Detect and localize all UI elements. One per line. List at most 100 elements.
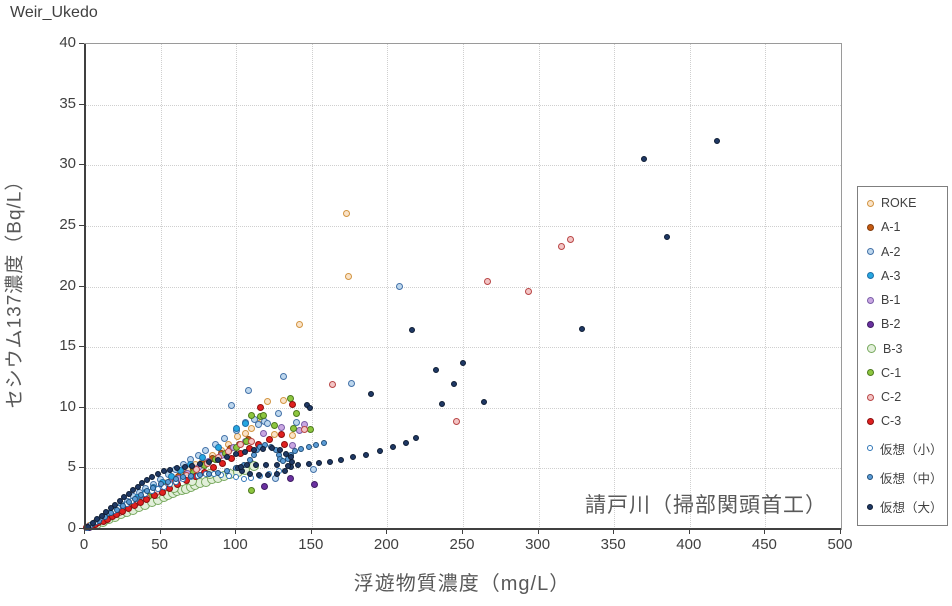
data-point	[290, 424, 298, 432]
legend-marker-icon	[867, 417, 874, 425]
data-point	[313, 442, 320, 449]
data-point	[233, 451, 240, 458]
data-point	[288, 400, 296, 408]
data-point	[107, 505, 114, 512]
legend-marker-icon	[867, 223, 874, 231]
y-tick-label: 20	[59, 276, 76, 294]
data-point	[252, 461, 259, 468]
legend-label: A-1	[881, 220, 901, 235]
x-tick-mark	[235, 529, 237, 534]
legend-item: A-2	[867, 245, 943, 259]
legend-item: ROKE	[867, 196, 943, 210]
x-tick-label: 450	[751, 536, 777, 553]
x-tick-label: 250	[449, 536, 475, 553]
x-tick-label: 100	[222, 536, 248, 553]
plot-annotation: 請戸川（掃部関頭首工）	[585, 494, 827, 517]
data-point	[347, 380, 355, 387]
data-point	[264, 472, 271, 479]
data-point	[664, 233, 671, 240]
x-tick-mark	[84, 529, 85, 534]
data-point	[148, 473, 155, 480]
data-point	[237, 463, 244, 470]
data-point	[225, 473, 232, 480]
data-point	[181, 464, 188, 471]
legend-marker-icon	[867, 199, 874, 207]
data-point	[215, 456, 222, 463]
data-point	[450, 380, 457, 387]
data-point	[202, 446, 210, 454]
x-tick-label: 350	[600, 536, 626, 553]
data-point	[215, 469, 222, 476]
y-tick-label: 10	[59, 397, 76, 415]
data-point	[121, 494, 128, 501]
y-tick-mark	[79, 467, 84, 469]
x-tick-label: 400	[676, 536, 702, 553]
data-point	[641, 156, 648, 163]
legend-item: 仮想（中）	[867, 468, 943, 487]
y-tick-mark	[79, 43, 84, 44]
data-point	[453, 417, 461, 425]
plot-area: 請戸川（掃部関頭首工）	[83, 43, 842, 532]
data-point	[287, 474, 295, 482]
data-point	[94, 516, 101, 523]
data-point	[151, 492, 159, 500]
data-point	[263, 461, 270, 468]
data-point	[277, 447, 284, 454]
x-tick-label: 150	[298, 536, 324, 553]
data-point	[283, 450, 290, 457]
y-tick-mark	[79, 224, 84, 226]
data-point	[281, 440, 289, 448]
data-point	[247, 411, 255, 419]
data-point	[205, 459, 212, 466]
data-point	[292, 448, 299, 455]
data-point	[228, 401, 236, 409]
data-point	[241, 420, 249, 427]
data-point	[160, 468, 167, 475]
data-point	[131, 495, 138, 502]
data-point	[274, 462, 281, 469]
gridline-horizontal	[85, 165, 841, 167]
data-point	[274, 470, 281, 477]
data-point	[166, 466, 173, 473]
y-tick-mark	[79, 406, 84, 408]
data-point	[172, 476, 179, 483]
legend-label: A-3	[881, 268, 901, 283]
data-point	[89, 519, 96, 526]
data-point	[143, 495, 151, 503]
legend-label: ROKE	[881, 196, 917, 210]
data-point	[243, 462, 250, 469]
data-point	[150, 484, 157, 491]
legend-item: C-3	[867, 414, 943, 428]
data-point	[247, 486, 255, 494]
legend-marker-icon	[867, 248, 874, 255]
x-tick-mark	[764, 529, 766, 534]
chart-title: Weir_Ukedo	[10, 4, 98, 21]
data-point	[259, 411, 267, 419]
legend-label: B-1	[881, 293, 901, 307]
y-tick-label: 40	[59, 34, 76, 51]
y-tick-mark	[79, 528, 84, 529]
y-tick-mark	[79, 164, 84, 166]
data-point	[579, 325, 586, 332]
data-point	[438, 401, 445, 408]
legend-marker-icon	[867, 445, 873, 451]
data-point	[376, 448, 383, 455]
data-point	[255, 472, 262, 479]
y-tick-mark	[79, 285, 84, 287]
data-point	[367, 391, 374, 398]
data-point	[165, 478, 172, 485]
x-tick-label: 200	[373, 536, 399, 553]
y-tick-mark	[79, 346, 84, 348]
data-point	[237, 440, 245, 448]
data-point	[307, 404, 314, 411]
data-point	[305, 461, 312, 468]
legend-marker-icon	[867, 503, 873, 510]
data-point	[311, 480, 319, 488]
gridline-horizontal	[85, 286, 841, 288]
data-point	[219, 460, 227, 468]
x-tick-mark	[613, 529, 615, 534]
legend-label: C-2	[881, 390, 902, 404]
x-tick-mark	[840, 529, 841, 534]
data-point	[320, 439, 327, 446]
